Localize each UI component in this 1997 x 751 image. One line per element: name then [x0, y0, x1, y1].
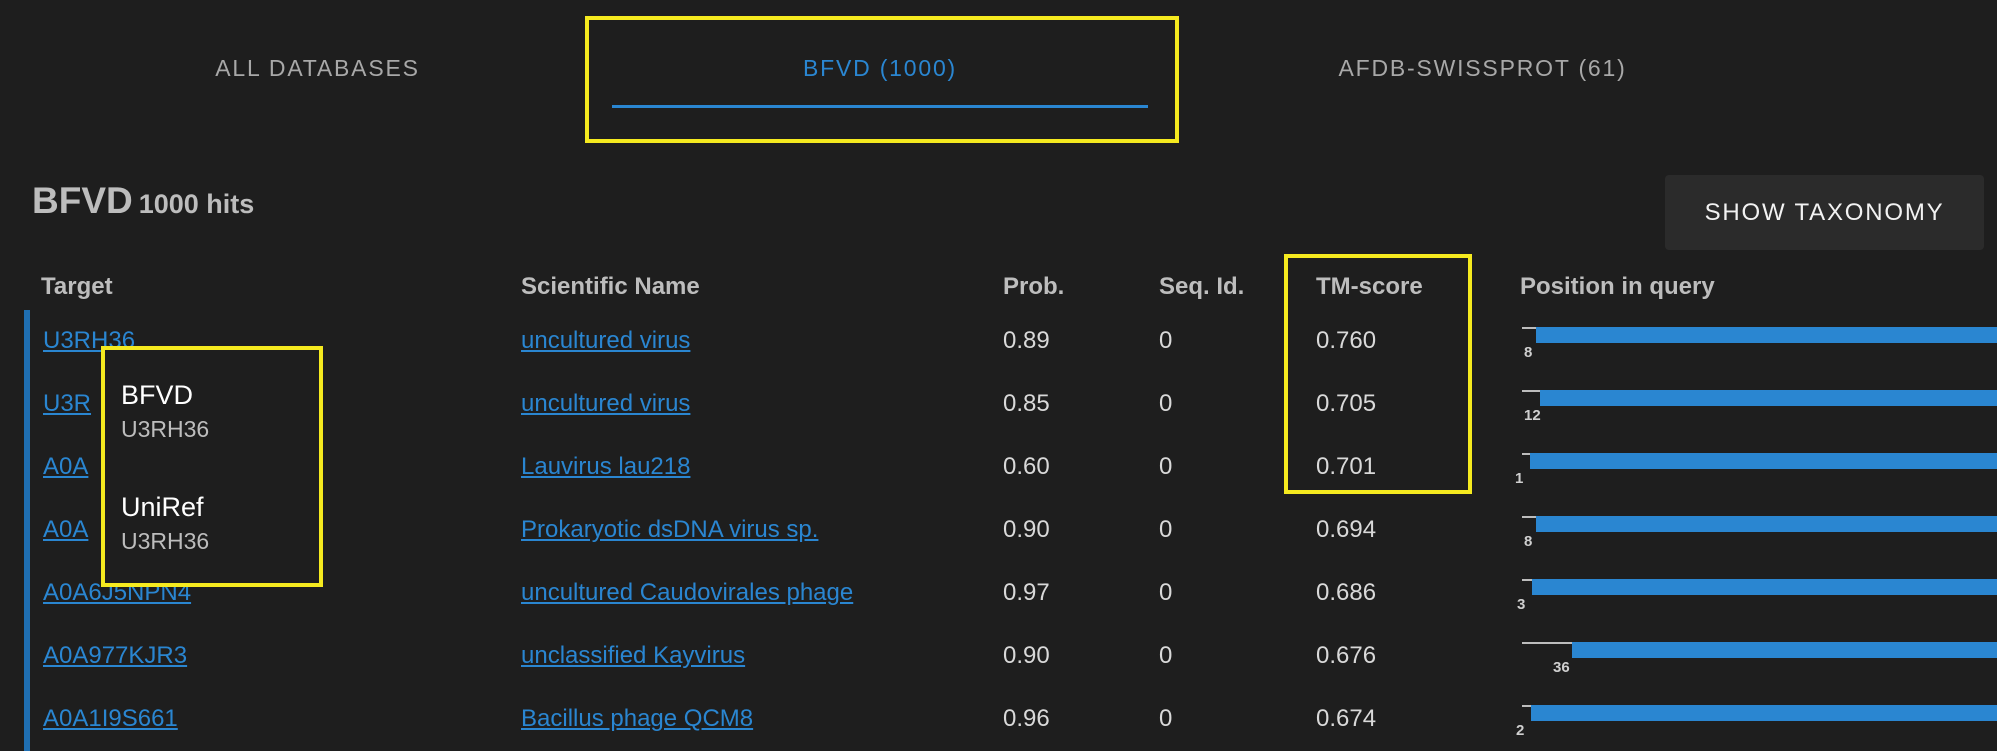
scientific-name-link[interactable]: Lauvirus lau218 [521, 453, 691, 480]
database-name: BFVD [32, 180, 133, 221]
tab-bfvd[interactable]: BFVD (1000) [802, 54, 957, 81]
position-arrow [1522, 516, 1536, 518]
target-link[interactable]: A0A [43, 453, 89, 480]
tab-all-databases[interactable]: ALL DATABASES [215, 54, 420, 81]
scientific-name-link[interactable]: uncultured virus [521, 390, 691, 417]
column-header-target[interactable]: Target [41, 273, 113, 300]
position-bar[interactable] [1540, 390, 1997, 406]
target-link[interactable]: A0A977KJR3 [43, 642, 188, 669]
scientific-name-link[interactable]: Bacillus phage QCM8 [521, 705, 754, 732]
position-start-label: 12 [1524, 407, 1541, 424]
tm-score-value: 0.676 [1316, 642, 1377, 669]
position-bar[interactable] [1532, 579, 1997, 595]
position-start-label: 3 [1517, 596, 1526, 613]
hit-count: 1000 hits [138, 189, 255, 219]
seq-id-value: 0 [1159, 453, 1173, 480]
prob-value: 0.90 [1003, 516, 1050, 543]
seq-id-value: 0 [1159, 579, 1173, 606]
position-bar[interactable] [1530, 453, 1997, 469]
prob-value: 0.90 [1003, 642, 1050, 669]
tab-afdb-swissprot[interactable]: AFDB-SWISSPROT (61) [1338, 54, 1627, 81]
highlight-box-tab [585, 16, 1179, 143]
highlight-box-tm-score [1284, 254, 1472, 494]
position-start-label: 8 [1524, 344, 1533, 361]
show-taxonomy-button[interactable]: SHOW TAXONOMY [1665, 175, 1984, 250]
scientific-name-link[interactable]: uncultured virus [521, 327, 691, 354]
prob-value: 0.85 [1003, 390, 1050, 417]
column-header-position-in-query[interactable]: Position in query [1520, 273, 1715, 300]
column-header-seq-id[interactable]: Seq. Id. [1159, 273, 1245, 300]
target-link[interactable]: A0A [43, 516, 89, 543]
tm-score-value: 0.674 [1316, 705, 1377, 732]
scientific-name-link[interactable]: Prokaryotic dsDNA virus sp. [521, 516, 819, 543]
scientific-name-link[interactable]: unclassified Kayvirus [521, 642, 746, 669]
seq-id-value: 0 [1159, 705, 1173, 732]
prob-value: 0.89 [1003, 327, 1050, 354]
target-popup: BFVD U3RH36 UniRef U3RH36 [101, 346, 323, 587]
column-header-tm-score[interactable]: TM-score [1316, 273, 1423, 300]
target-link[interactable]: U3R [43, 390, 92, 417]
tm-score-value: 0.686 [1316, 579, 1377, 606]
target-link[interactable]: A0A1I9S661 [43, 705, 178, 732]
active-tab-indicator [612, 105, 1148, 108]
results-title: BFVD 1000 hits [32, 180, 254, 222]
position-bar[interactable] [1531, 705, 1997, 721]
position-start-label: 36 [1553, 659, 1570, 676]
position-start-label: 1 [1515, 470, 1524, 487]
position-bar[interactable] [1536, 516, 1997, 532]
selection-bar [24, 310, 30, 751]
tm-score-value: 0.694 [1316, 516, 1377, 543]
seq-id-value: 0 [1159, 327, 1173, 354]
seq-id-value: 0 [1159, 642, 1173, 669]
position-arrow [1522, 390, 1540, 392]
column-header-scientific-name[interactable]: Scientific Name [521, 273, 700, 300]
tm-score-value: 0.701 [1316, 453, 1377, 480]
position-arrow [1522, 327, 1536, 329]
position-start-label: 8 [1524, 533, 1533, 550]
seq-id-value: 0 [1159, 516, 1173, 543]
tm-score-value: 0.760 [1316, 327, 1377, 354]
position-start-label: 2 [1516, 722, 1525, 739]
position-bar[interactable] [1536, 327, 1997, 343]
popup-db-uniref[interactable]: UniRef [121, 492, 204, 522]
popup-accession-bfvd[interactable]: U3RH36 [121, 416, 210, 442]
position-arrow [1522, 453, 1530, 455]
position-arrow [1522, 642, 1572, 644]
popup-db-bfvd[interactable]: BFVD [121, 380, 194, 410]
prob-value: 0.97 [1003, 579, 1050, 606]
prob-value: 0.96 [1003, 705, 1050, 732]
scientific-name-link[interactable]: uncultured Caudovirales phage [521, 579, 854, 606]
position-arrow [1522, 579, 1532, 581]
tm-score-value: 0.705 [1316, 390, 1377, 417]
position-arrow [1522, 705, 1531, 707]
database-tabs: ALL DATABASES BFVD (1000) AFDB-SWISSPROT… [0, 0, 1997, 140]
position-bar[interactable] [1572, 642, 1997, 658]
popup-accession-uniref[interactable]: U3RH36 [121, 528, 210, 554]
prob-value: 0.60 [1003, 453, 1050, 480]
column-header-prob[interactable]: Prob. [1003, 273, 1065, 300]
seq-id-value: 0 [1159, 390, 1173, 417]
